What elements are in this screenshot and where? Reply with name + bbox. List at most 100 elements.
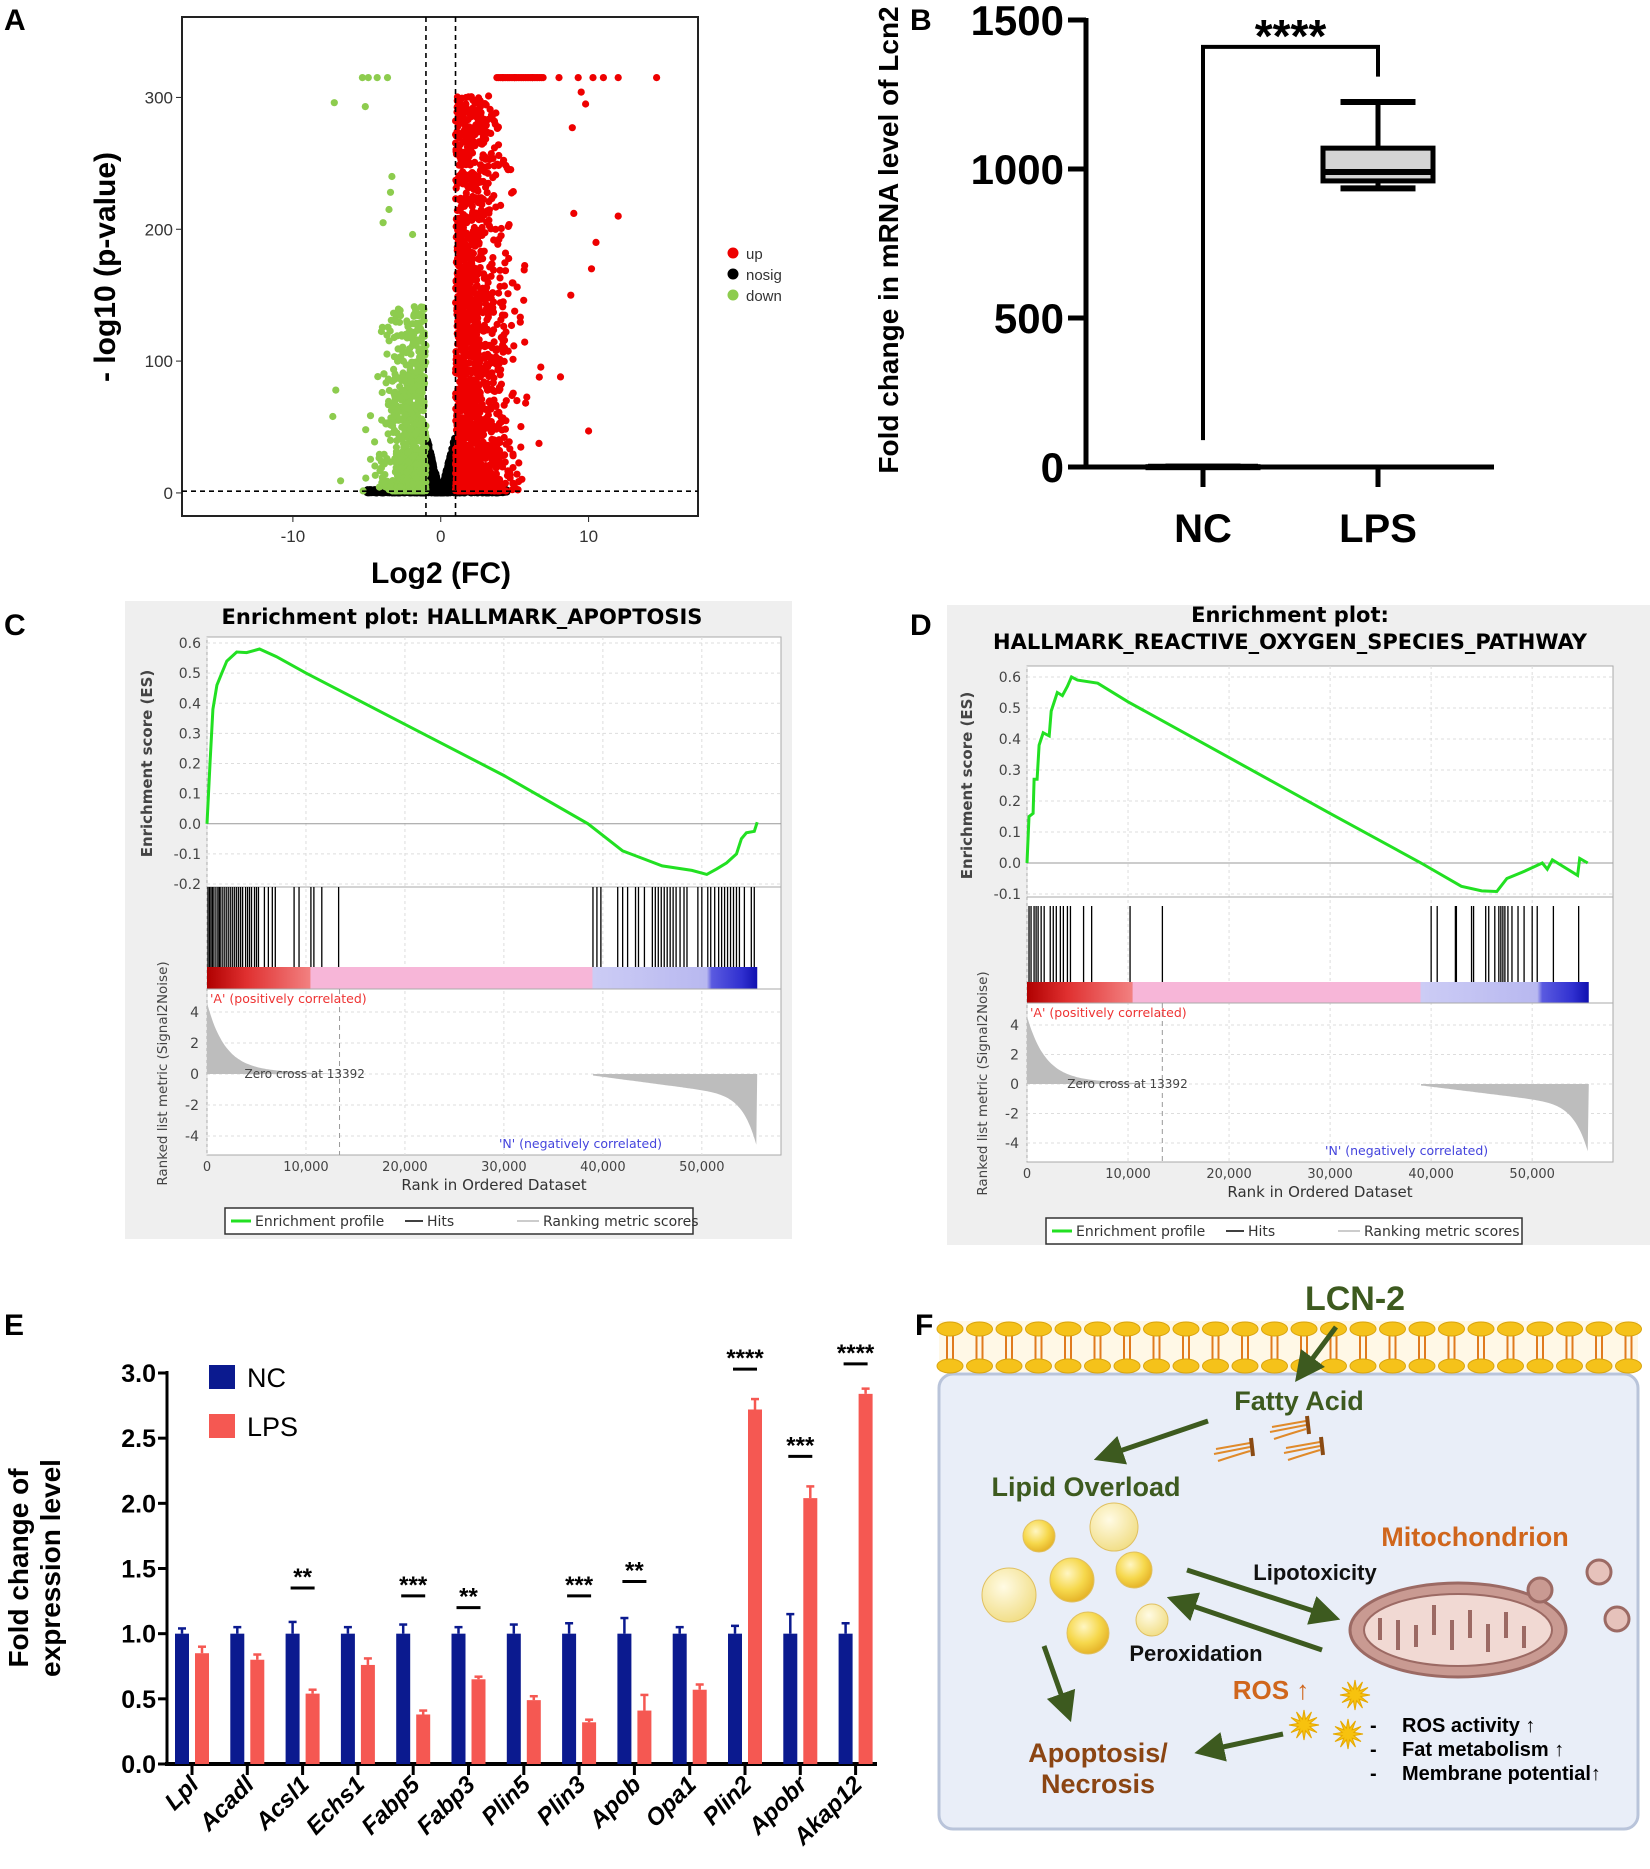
- y-tick-label: 1.0: [121, 1621, 156, 1649]
- point-up: [585, 427, 593, 435]
- point-nosig: [445, 471, 453, 480]
- point-up: [482, 454, 490, 462]
- point-up: [469, 249, 477, 257]
- x-tick-label: 10,000: [283, 1160, 329, 1175]
- bar-lps: [637, 1710, 652, 1764]
- point-up: [495, 235, 503, 243]
- point-up: [478, 215, 486, 223]
- x-tick-label: -10: [281, 527, 306, 546]
- point-down: [415, 484, 423, 492]
- point-up: [469, 96, 477, 104]
- box-iqr: [1320, 145, 1436, 184]
- point-up: [471, 289, 479, 297]
- legend-enrichment-profile: Enrichment profile: [255, 1214, 384, 1230]
- point-up: [458, 329, 466, 338]
- es-tick-label: 0.2: [179, 757, 201, 773]
- point-up: [462, 430, 470, 438]
- bar-lps: [582, 1722, 597, 1764]
- point-up: [490, 451, 498, 459]
- point-down: [386, 327, 394, 335]
- point-up: [480, 341, 488, 349]
- lipid-head: [995, 1358, 1023, 1374]
- gsea-apoptosis-plot: Enrichment plot: HALLMARK_APOPTOSIS -0.2 -…: [125, 601, 792, 1239]
- point-up: [482, 299, 490, 308]
- metric-tick-label: 2: [190, 1036, 199, 1052]
- point-up: [494, 141, 503, 149]
- point-up: [614, 212, 622, 220]
- lipid-head: [1054, 1321, 1082, 1337]
- significance-stars: ****: [726, 1345, 764, 1372]
- point-down: [420, 458, 428, 466]
- lipid-head: [1497, 1358, 1524, 1374]
- point-up: [457, 156, 465, 164]
- bar-lps: [858, 1393, 873, 1764]
- lipid-tail: [1123, 1333, 1131, 1363]
- x-tick-label: 20,000: [1206, 1167, 1252, 1182]
- bar-group-apobr: Apobr***: [743, 1432, 818, 1841]
- point-up: [513, 283, 521, 291]
- point-up: [464, 473, 472, 481]
- lipid-tail: [1211, 1333, 1220, 1363]
- point-up: [471, 264, 479, 272]
- bar-nc: [396, 1633, 411, 1764]
- lcn2-boxplot: Fold change in mRNA level of Lcn2 0 500 10…: [873, 0, 1494, 551]
- x-axis-label: Rank in Ordered Dataset: [1227, 1183, 1412, 1201]
- point-up: [587, 265, 596, 273]
- lipid-tail: [1359, 1333, 1367, 1363]
- arrow-ros-to-apoptosis: [1194, 1731, 1284, 1762]
- lipid-head: [1408, 1358, 1436, 1374]
- expression-y-label-line1: Fold change of: [3, 1468, 34, 1668]
- point-down: [412, 445, 420, 453]
- point-down: [416, 376, 424, 384]
- point-up: [499, 341, 507, 349]
- point-down: [382, 419, 390, 427]
- point-up: [467, 376, 475, 384]
- point-up: [479, 284, 487, 292]
- metric-y-label: Ranked list metric (Signal2Noise): [155, 961, 171, 1185]
- y-tick-label: 0.5: [121, 1686, 156, 1714]
- point-down: [374, 373, 382, 381]
- point-up: [457, 170, 465, 178]
- point-up: [484, 278, 492, 287]
- legend-dot-nosig: [727, 268, 739, 280]
- point-up: [475, 447, 483, 455]
- point-up: [502, 328, 510, 336]
- point-down: [418, 415, 426, 423]
- bar-group-plin2: Plin2****: [698, 1345, 765, 1831]
- point-up: [460, 370, 468, 378]
- point-up: [501, 259, 509, 267]
- point-up: [592, 238, 600, 246]
- x-tick-label: 20,000: [382, 1160, 428, 1175]
- lipid-head: [1349, 1321, 1377, 1337]
- point-up: [479, 177, 487, 186]
- mitochondrion-icon: [1348, 1558, 1631, 1679]
- point-up: [504, 347, 512, 355]
- y-tick-label: 1500: [971, 0, 1064, 44]
- y-tick-label: 300: [145, 88, 173, 107]
- point-up: [489, 379, 497, 387]
- point-up: [457, 230, 466, 238]
- arrow-to-apoptosis: [1041, 1645, 1076, 1723]
- lipid-head: [1113, 1358, 1141, 1374]
- point-down: [403, 476, 411, 484]
- metric-tick-label: 0: [190, 1067, 199, 1083]
- point-up: [477, 247, 485, 255]
- es-tick-label: -0.1: [994, 887, 1021, 903]
- lipid-droplet: [1135, 1603, 1169, 1637]
- fatty-acid-head: [1305, 1415, 1311, 1435]
- peroxidation-label: Peroxidation: [1129, 1641, 1262, 1666]
- cell-membrane: [936, 1321, 1642, 1374]
- lipid-tail: [1182, 1333, 1190, 1363]
- fatty-acid-icon: [1213, 1415, 1325, 1462]
- point-up: [460, 342, 468, 350]
- point-down: [419, 303, 427, 311]
- point-up: [463, 195, 471, 203]
- lipid-head: [936, 1358, 964, 1374]
- point-down: [400, 430, 409, 438]
- point-up: [476, 166, 484, 175]
- panel-label-b: B: [910, 4, 932, 37]
- point-up: [497, 316, 505, 324]
- lipid-head: [1261, 1358, 1288, 1374]
- point-down: [396, 383, 404, 391]
- expression-y-label-line2: expression level: [35, 1459, 66, 1677]
